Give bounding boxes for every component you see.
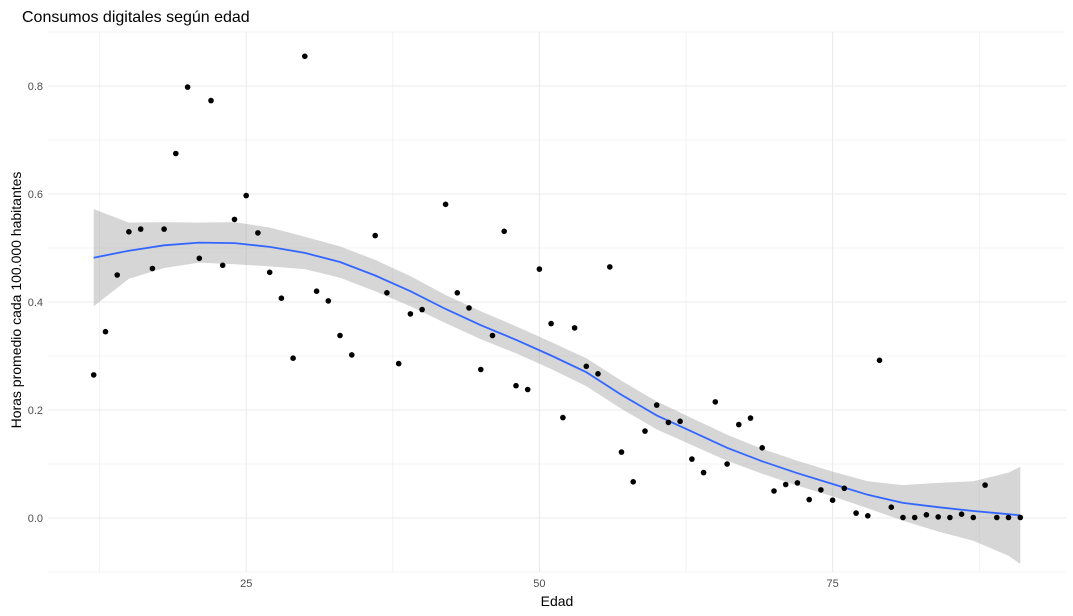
data-point xyxy=(771,488,777,494)
data-point xyxy=(302,53,308,60)
confidence-band-layer xyxy=(93,209,1021,564)
tick-labels: 25 50 75 0.0 0.2 0.4 0.6 0.8 xyxy=(28,81,839,590)
data-point xyxy=(337,332,343,339)
data-point xyxy=(524,386,531,393)
data-point xyxy=(419,306,425,313)
data-point xyxy=(489,332,496,339)
data-point xyxy=(114,272,120,278)
data-point xyxy=(266,269,273,276)
data-point xyxy=(442,201,449,208)
data-point xyxy=(90,372,97,378)
data-point xyxy=(231,216,238,223)
data-point xyxy=(290,355,296,362)
data-point xyxy=(208,97,214,104)
data-point xyxy=(853,510,859,516)
data-point xyxy=(313,288,320,295)
x-tick-label: 25 xyxy=(240,578,252,590)
data-point xyxy=(970,514,977,521)
data-point xyxy=(829,497,836,504)
data-point xyxy=(466,305,472,311)
data-point xyxy=(325,298,332,304)
data-point xyxy=(630,479,636,485)
data-point xyxy=(935,514,941,520)
data-point xyxy=(219,262,226,269)
data-point xyxy=(278,295,285,302)
data-point xyxy=(149,265,156,272)
data-point xyxy=(454,290,461,296)
data-point xyxy=(665,419,672,426)
data-point xyxy=(137,226,144,232)
data-point xyxy=(782,481,789,488)
data-point xyxy=(958,511,965,517)
data-point xyxy=(1005,514,1012,521)
data-point xyxy=(478,366,484,373)
data-point xyxy=(255,230,261,236)
data-point xyxy=(712,399,719,405)
data-point xyxy=(642,428,648,434)
data-point xyxy=(982,482,988,488)
data-point xyxy=(653,402,660,408)
data-point xyxy=(102,328,109,335)
x-axis-title: Edad xyxy=(541,593,574,609)
data-point xyxy=(689,456,695,462)
x-tick-label: 75 xyxy=(826,578,838,590)
data-point xyxy=(806,496,812,503)
data-point xyxy=(243,192,249,199)
grid xyxy=(48,31,1066,573)
smooth-trend-line xyxy=(93,241,1021,517)
data-point xyxy=(513,382,519,389)
y-axis-title: Horas promedio cada 100.000 habitantes xyxy=(8,172,24,429)
data-point xyxy=(395,360,402,367)
data-point xyxy=(161,226,167,232)
data-point xyxy=(536,266,543,272)
data-point xyxy=(196,255,203,262)
data-point xyxy=(607,264,613,270)
data-point xyxy=(736,421,742,428)
data-point xyxy=(700,469,707,476)
data-point xyxy=(1017,514,1024,521)
data-point xyxy=(583,363,590,370)
data-point xyxy=(923,512,930,518)
data-point xyxy=(841,485,848,492)
data-point xyxy=(595,371,601,377)
data-point xyxy=(724,461,730,467)
data-point xyxy=(865,513,871,519)
points-layer xyxy=(90,53,1024,521)
data-point xyxy=(994,514,1000,521)
data-point xyxy=(501,228,508,235)
y-tick-label: 0.0 xyxy=(28,513,43,525)
y-tick-label: 0.6 xyxy=(28,189,43,201)
chart-title: Consumos digitales según edad xyxy=(22,9,250,26)
data-point xyxy=(571,325,578,331)
smooth-line-layer xyxy=(93,241,1021,517)
data-point xyxy=(173,150,179,157)
data-point xyxy=(876,357,883,364)
data-point xyxy=(747,415,754,421)
y-tick-label: 0.2 xyxy=(28,405,43,417)
data-point xyxy=(372,232,379,239)
data-point xyxy=(618,449,625,455)
y-tick-label: 0.4 xyxy=(28,297,43,309)
data-point xyxy=(900,514,906,521)
data-point xyxy=(759,445,765,451)
data-point xyxy=(677,418,683,425)
data-point xyxy=(911,514,918,521)
data-point xyxy=(947,514,953,521)
data-point xyxy=(407,311,414,317)
data-point xyxy=(548,320,554,327)
data-point xyxy=(560,414,566,421)
data-point xyxy=(184,84,191,90)
y-tick-label: 0.8 xyxy=(28,81,43,93)
confidence-band xyxy=(93,209,1021,564)
x-tick-label: 50 xyxy=(533,578,545,590)
data-point xyxy=(794,480,801,486)
data-point xyxy=(888,504,895,511)
data-point xyxy=(384,290,390,296)
data-point xyxy=(126,229,132,235)
data-point xyxy=(818,487,824,493)
data-point xyxy=(349,352,355,358)
